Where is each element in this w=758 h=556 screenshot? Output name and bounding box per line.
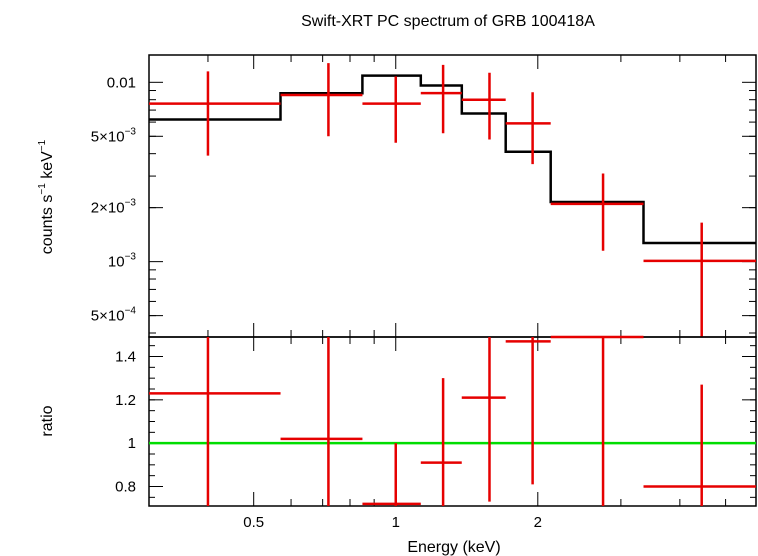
x-tick-label: 2 — [534, 514, 542, 531]
y-tick-label: 0.8 — [115, 479, 136, 496]
ratio-y-axis-label: ratio — [39, 405, 56, 436]
y-tick-exponent: −3 — [125, 126, 137, 137]
data-point — [461, 72, 506, 140]
y-tick-label: 5×10−4 — [91, 306, 137, 325]
data-point — [149, 71, 281, 156]
y-tick-mantissa: 2×10 — [91, 200, 125, 217]
y-tick-label: 1.4 — [115, 349, 136, 366]
ratio-point — [362, 443, 421, 506]
ratio-point — [505, 337, 551, 485]
data-point — [420, 64, 462, 134]
y-tick-mantissa: 0.01 — [107, 74, 136, 91]
y-tick-label: 2×10−3 — [91, 198, 137, 217]
ratio-point — [550, 335, 644, 506]
y-tick-label: 1.2 — [115, 392, 136, 409]
ratio-panel: 0.8 1 1.2 1.4 0.5 1 2 — [115, 335, 757, 531]
data-point — [362, 76, 421, 143]
y-tick-label: 0.01 — [107, 74, 136, 91]
y-tick-mantissa: 5×10 — [91, 128, 125, 145]
spectrum-panel: 0.015×10−32×10−310−35×10−4 — [91, 54, 757, 338]
x-tick-label: 0.5 — [243, 514, 264, 531]
ratio-point — [643, 384, 756, 506]
spectrum-y-axis-label: counts s−1 keV−1 — [37, 139, 56, 254]
ratio-frame — [148, 336, 757, 507]
data-point — [280, 63, 363, 137]
ratio-point — [149, 337, 281, 506]
data-point — [505, 92, 551, 165]
x-tick-label: 1 — [392, 514, 400, 531]
ratio-point — [420, 378, 462, 506]
y-tick-exponent: −3 — [125, 198, 137, 209]
ratio-point — [280, 337, 363, 506]
ratio-point — [461, 337, 506, 502]
y-tick-exponent: −3 — [125, 252, 137, 263]
y-tick-mantissa: 10 — [108, 254, 125, 271]
y-tick-exponent: −4 — [125, 306, 137, 317]
chart-title: Swift-XRT PC spectrum of GRB 100418A — [301, 13, 595, 30]
y-tick-label: 5×10−3 — [91, 126, 137, 145]
data-point — [643, 222, 756, 337]
x-axis-label: Energy (keV) — [407, 539, 500, 556]
y-tick-mantissa: 5×10 — [91, 308, 125, 325]
data-point — [550, 173, 644, 251]
y-tick-label: 10−3 — [108, 252, 137, 271]
spectrum-frame — [148, 54, 757, 338]
model-step-line — [149, 74, 756, 245]
y-tick-label: 1 — [128, 435, 136, 452]
